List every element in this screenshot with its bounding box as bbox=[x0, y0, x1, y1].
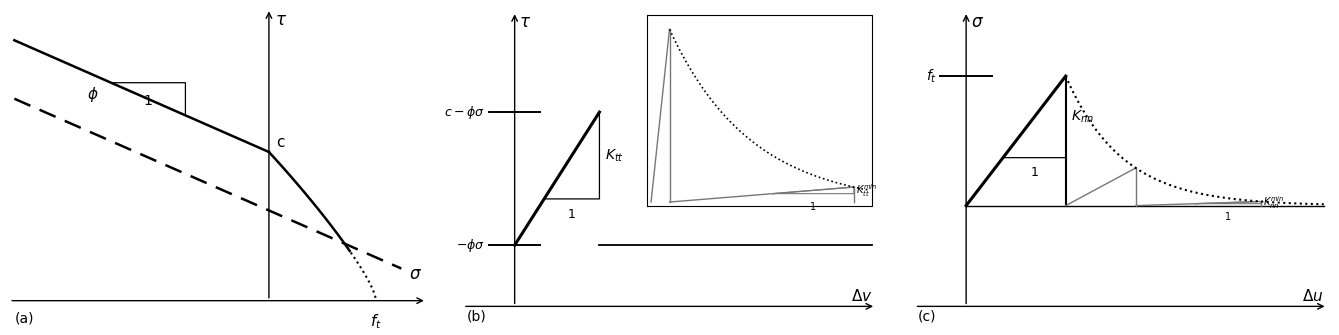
Text: $\Delta v$: $\Delta v$ bbox=[850, 288, 872, 305]
Text: (c): (c) bbox=[919, 310, 937, 324]
Text: 1: 1 bbox=[1031, 166, 1038, 179]
Text: 1: 1 bbox=[568, 208, 576, 220]
Text: $\tau$: $\tau$ bbox=[274, 11, 287, 29]
Text: (a): (a) bbox=[15, 312, 33, 326]
Text: $\Delta u$: $\Delta u$ bbox=[1303, 288, 1324, 305]
Text: $K_{tt}^{min}$: $K_{tt}^{min}$ bbox=[856, 182, 877, 199]
Text: $K_{nn}$: $K_{nn}$ bbox=[1071, 109, 1094, 125]
Text: $f_t$: $f_t$ bbox=[925, 67, 937, 85]
Text: $K_{tt}$: $K_{tt}$ bbox=[605, 147, 624, 164]
Text: c: c bbox=[276, 135, 285, 150]
Text: $-\phi\sigma$: $-\phi\sigma$ bbox=[457, 237, 485, 254]
Text: $K_{nn}^{min}$: $K_{nn}^{min}$ bbox=[1263, 194, 1285, 211]
Text: (b): (b) bbox=[467, 310, 486, 324]
Text: $\sigma$: $\sigma$ bbox=[971, 13, 984, 31]
Text: $\sigma$: $\sigma$ bbox=[408, 265, 422, 283]
Text: $c - \phi\sigma$: $c - \phi\sigma$ bbox=[445, 104, 485, 121]
Text: 1: 1 bbox=[143, 94, 153, 108]
Text: 1: 1 bbox=[810, 202, 817, 212]
Text: 1: 1 bbox=[1225, 212, 1231, 222]
Text: $\tau$: $\tau$ bbox=[520, 13, 532, 31]
Text: $\phi$: $\phi$ bbox=[87, 85, 99, 104]
Text: $f_t$: $f_t$ bbox=[370, 312, 382, 331]
